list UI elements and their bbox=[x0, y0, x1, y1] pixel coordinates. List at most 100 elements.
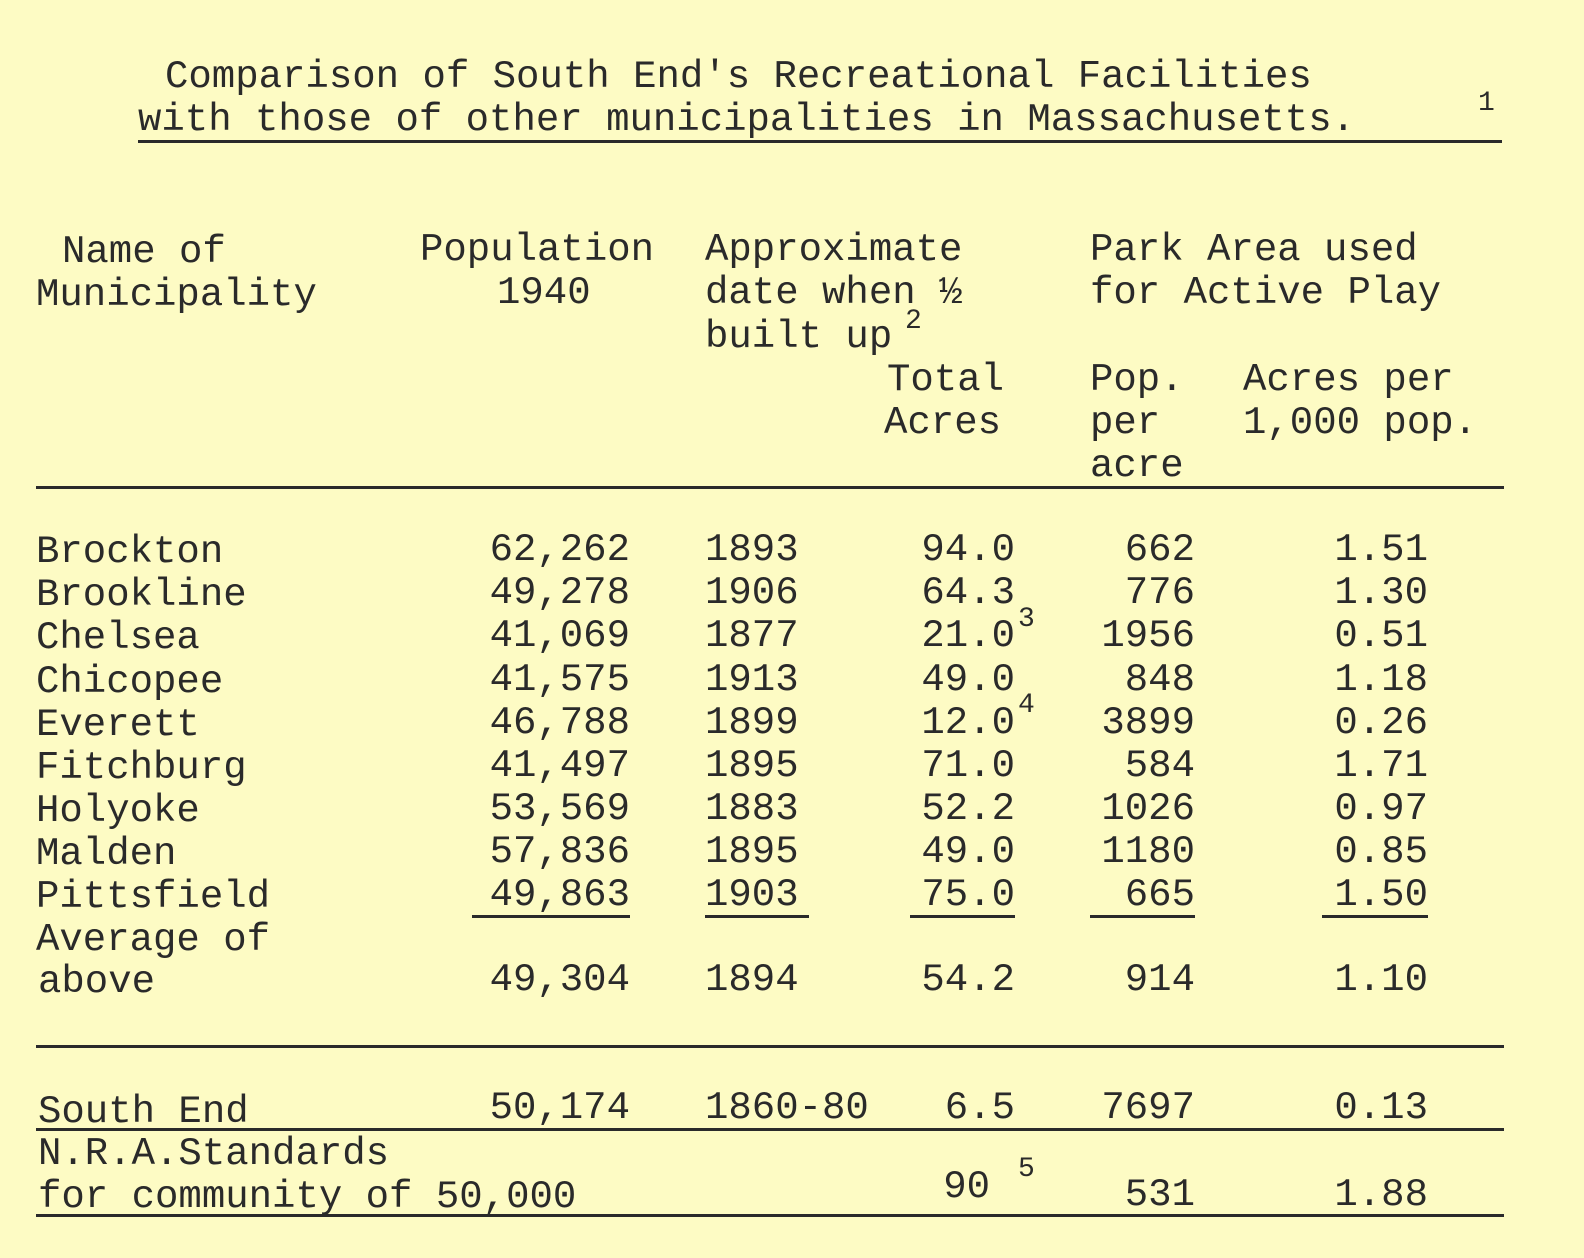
cell-date: 1883 bbox=[705, 787, 799, 831]
cell-name: Brookline bbox=[36, 573, 247, 617]
header-pop-per-acre-2: per bbox=[1090, 401, 1161, 445]
sum-underline-per-1000 bbox=[1322, 915, 1428, 918]
header-acres-per-1000-1: Acres per bbox=[1243, 358, 1454, 402]
cell-population: 41,497 bbox=[489, 744, 630, 788]
cell-total-acres: 49.0 bbox=[921, 658, 1015, 702]
cell-acres-per-1000: 0.26 bbox=[1334, 701, 1428, 745]
nra-label-2: for community of 50,000 bbox=[38, 1175, 577, 1219]
cell-pop-per-acre: 1026 bbox=[1101, 787, 1195, 831]
cell-name: Fitchburg bbox=[36, 746, 247, 790]
average-divider bbox=[36, 1045, 1504, 1048]
cell-pop-per-acre: 1180 bbox=[1101, 830, 1195, 874]
sum-underline-date bbox=[705, 915, 809, 918]
cell-acres-per-1000: 1.18 bbox=[1334, 658, 1428, 702]
cell-date: 1895 bbox=[705, 830, 799, 874]
cell-total-acres: 54.2 bbox=[921, 958, 1015, 1002]
header-date-footnote: 2 bbox=[905, 306, 922, 337]
header-date-2: date when ½ bbox=[705, 271, 963, 315]
cell-acres-per-1000: 1.50 bbox=[1334, 873, 1428, 917]
header-population-1: Population bbox=[420, 228, 655, 272]
cell-acres-per-1000: 1.30 bbox=[1334, 571, 1428, 615]
cell-total-acres: 52.2 bbox=[921, 787, 1015, 831]
cell-total-acres: 94.0 bbox=[921, 528, 1015, 572]
cell-total-acres-footnote: 4 bbox=[1018, 690, 1035, 721]
cell-date: 1913 bbox=[705, 658, 799, 702]
header-park-area-1: Park Area used bbox=[1090, 228, 1418, 272]
cell-name: Chicopee bbox=[36, 660, 224, 704]
cell-name: Brockton bbox=[36, 530, 224, 574]
sum-underline-acres bbox=[910, 915, 1015, 918]
cell-population: 62,262 bbox=[489, 528, 630, 572]
cell-date: 1877 bbox=[705, 614, 799, 658]
cell-acres-per-1000: 1.71 bbox=[1334, 744, 1428, 788]
cell-population: 49,278 bbox=[489, 571, 630, 615]
cell-total-acres: 71.0 bbox=[921, 744, 1015, 788]
cell-pop-per-acre: 848 bbox=[1124, 658, 1195, 702]
cell-total-acres-footnote: 5 bbox=[1018, 1154, 1035, 1185]
cell-total-acres: 49.0 bbox=[921, 830, 1015, 874]
cell-total-acres: 6.5 bbox=[944, 1086, 1015, 1130]
cell-acres-per-1000: 0.97 bbox=[1334, 787, 1428, 831]
cell-total-acres: 75.0 bbox=[921, 873, 1015, 917]
average-label-1: Average of bbox=[36, 918, 271, 962]
cell-name: Everett bbox=[36, 703, 200, 747]
bottom-rule bbox=[36, 1214, 1504, 1217]
cell-total-acres: 21.0 bbox=[921, 614, 1015, 658]
cell-date: 1860-80 bbox=[705, 1086, 869, 1130]
cell-pop-per-acre: 665 bbox=[1124, 873, 1195, 917]
cell-date: 1894 bbox=[705, 958, 799, 1002]
header-acres-per-1000-2: 1,000 pop. bbox=[1243, 401, 1478, 445]
cell-pop-per-acre: 3899 bbox=[1101, 701, 1195, 745]
cell-population: 46,788 bbox=[489, 701, 630, 745]
cell-pop-per-acre: 7697 bbox=[1101, 1086, 1195, 1130]
cell-total-acres: 12.0 bbox=[921, 701, 1015, 745]
cell-pop-per-acre: 662 bbox=[1124, 528, 1195, 572]
average-label-2: above bbox=[38, 960, 156, 1004]
cell-population: 41,069 bbox=[489, 614, 630, 658]
cell-population: 49,304 bbox=[489, 958, 630, 1002]
cell-date: 1903 bbox=[705, 873, 799, 917]
cell-date: 1893 bbox=[705, 528, 799, 572]
cell-date: 1895 bbox=[705, 744, 799, 788]
cell-name: Chelsea bbox=[36, 616, 200, 660]
south-end-divider bbox=[36, 1128, 1504, 1131]
cell-name: South End bbox=[38, 1090, 249, 1134]
cell-pop-per-acre: 531 bbox=[1124, 1173, 1195, 1217]
header-park-area-2: for Active Play bbox=[1090, 271, 1442, 315]
cell-acres-per-1000: 1.88 bbox=[1334, 1173, 1428, 1217]
header-pop-per-acre-3: acre bbox=[1090, 444, 1184, 488]
header-total-acres-1: Total bbox=[887, 358, 1005, 402]
cell-pop-per-acre: 914 bbox=[1124, 958, 1195, 1002]
header-divider bbox=[36, 486, 1504, 489]
cell-population: 49,863 bbox=[489, 873, 630, 917]
header-date-3: built up bbox=[705, 315, 893, 359]
header-municipality-1: Name of bbox=[62, 230, 226, 274]
sum-underline-population bbox=[472, 915, 630, 918]
cell-acres-per-1000: 0.51 bbox=[1334, 614, 1428, 658]
title-footnote: 1 bbox=[1478, 88, 1495, 119]
cell-population: 53,569 bbox=[489, 787, 630, 831]
cell-name: Malden bbox=[36, 832, 177, 876]
cell-population: 57,836 bbox=[489, 830, 630, 874]
cell-pop-per-acre: 584 bbox=[1124, 744, 1195, 788]
header-population-2: 1940 bbox=[497, 271, 591, 315]
cell-pop-per-acre: 776 bbox=[1124, 571, 1195, 615]
cell-acres-per-1000: 0.85 bbox=[1334, 830, 1428, 874]
cell-name: Pittsfield bbox=[36, 875, 271, 919]
title-line-1: Comparison of South End's Recreational F… bbox=[165, 55, 1312, 99]
header-pop-per-acre-1: Pop. bbox=[1090, 358, 1184, 402]
cell-total-acres: 90 bbox=[943, 1165, 990, 1209]
header-date-1: Approximate bbox=[705, 228, 963, 272]
cell-population: 41,575 bbox=[489, 658, 630, 702]
cell-acres-per-1000: 0.13 bbox=[1334, 1086, 1428, 1130]
cell-acres-per-1000: 1.10 bbox=[1334, 958, 1428, 1002]
cell-name: Holyoke bbox=[36, 789, 200, 833]
cell-acres-per-1000: 1.51 bbox=[1334, 528, 1428, 572]
cell-date: 1899 bbox=[705, 701, 799, 745]
cell-total-acres: 64.3 bbox=[921, 571, 1015, 615]
header-municipality-2: Municipality bbox=[36, 273, 317, 317]
sum-underline-pop-per-acre bbox=[1090, 915, 1195, 918]
cell-population: 50,174 bbox=[489, 1086, 630, 1130]
header-total-acres-2: Acres bbox=[884, 401, 1002, 445]
cell-pop-per-acre: 1956 bbox=[1101, 614, 1195, 658]
